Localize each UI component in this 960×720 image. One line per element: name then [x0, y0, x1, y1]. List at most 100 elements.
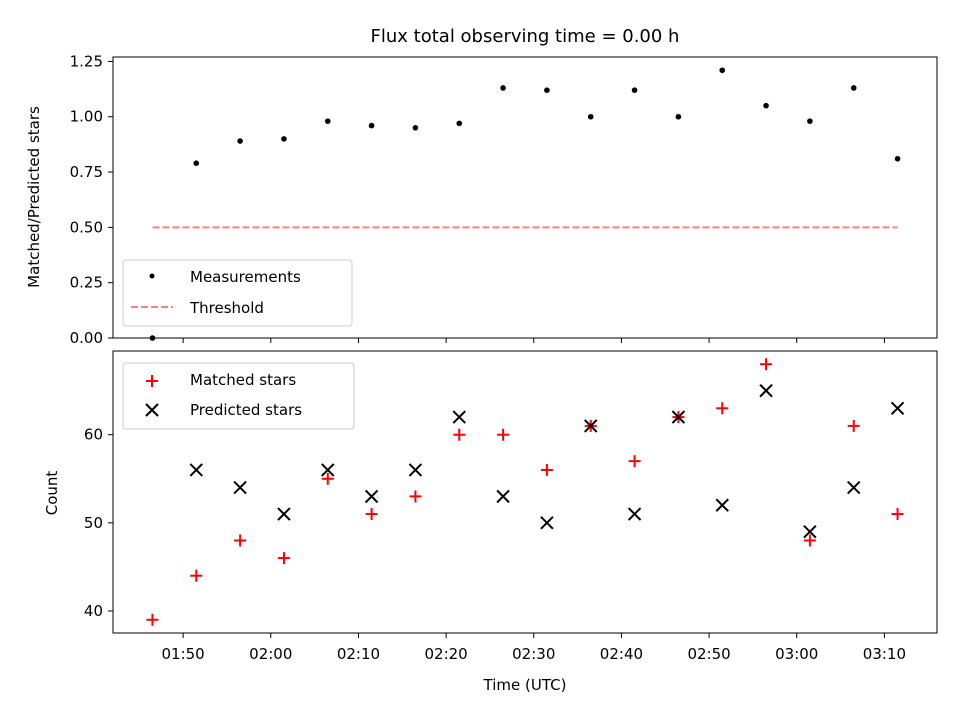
matched-point [540, 463, 553, 476]
predicted-point [408, 463, 423, 477]
legend-measurements-label: Measurements [190, 268, 301, 286]
matched-point [277, 552, 290, 565]
legend-predicted-marker [145, 403, 159, 417]
measurement-point [281, 136, 287, 142]
measurement-point [412, 125, 419, 131]
predicted-point [627, 507, 642, 521]
matched-point [190, 569, 203, 582]
predicted-point [496, 489, 510, 504]
top-x-ticks [182, 338, 885, 343]
predicted-point [277, 507, 291, 521]
measurement-point [500, 85, 506, 91]
x-tick: 02:00 [249, 633, 292, 663]
x-tick-label: 02:30 [512, 645, 555, 663]
bottom-legend: Matched stars Predicted stars [122, 362, 355, 430]
y-tick: 0.50 [70, 218, 113, 236]
predicted-point [452, 410, 466, 424]
y-tick: 0.25 [70, 274, 113, 292]
x-tick-label: 01:50 [162, 645, 205, 663]
measurement-point [324, 118, 331, 124]
measurement-point [587, 113, 594, 120]
y-tick: 0.00 [70, 329, 113, 347]
y-tick-label: 0.50 [70, 218, 103, 236]
x-tick: 02:30 [512, 633, 555, 663]
top-panel: Flux total observing time = 0.00 h Match… [25, 26, 938, 347]
matched-point [803, 534, 816, 547]
legend-measurements-marker [149, 273, 155, 279]
y-tick: 40 [84, 602, 113, 620]
matched-point [365, 508, 378, 521]
matched-point [847, 419, 860, 432]
top-y-ticks: 0.00 0.25 0.50 0.75 1.00 1.25 [70, 52, 113, 347]
bottom-y-axis-label: Count [43, 471, 61, 516]
x-tick: 03:00 [775, 633, 818, 663]
measurement-point [850, 85, 857, 91]
measurement-point [675, 113, 682, 120]
top-axes-frame [112, 56, 938, 339]
measurement-point [193, 160, 200, 167]
predicted-point [233, 480, 247, 495]
chart-title: Flux total observing time = 0.00 h [371, 26, 680, 47]
y-tick-label: 40 [84, 602, 103, 620]
x-tick: 01:50 [162, 633, 205, 663]
bottom-y-ticks: 40 50 60 [84, 426, 113, 620]
bottom-data-marks [146, 358, 905, 626]
x-tick-label: 03:10 [863, 645, 906, 663]
y-tick-label: 50 [84, 514, 103, 532]
x-tick-label: 02:40 [600, 645, 643, 663]
matched-point [453, 428, 466, 441]
predicted-point [890, 401, 905, 415]
matched-point [146, 613, 159, 626]
measurement-point [807, 118, 813, 124]
bottom-x-axis-label: Time (UTC) [483, 676, 567, 694]
x-tick-label: 03:00 [775, 645, 818, 663]
predicted-point [584, 419, 598, 433]
x-tick: 02:40 [600, 633, 643, 663]
y-tick-label: 0.00 [70, 329, 103, 347]
legend-matched-label: Matched stars [190, 371, 296, 389]
y-tick-label: 60 [84, 426, 103, 444]
y-tick: 60 [84, 426, 113, 444]
matched-point [497, 428, 510, 441]
legend-matched-marker [146, 375, 158, 387]
predicted-point [847, 480, 861, 495]
y-tick: 0.75 [70, 163, 113, 181]
matched-point [234, 534, 247, 547]
predicted-point [189, 463, 203, 477]
y-tick: 50 [84, 514, 113, 532]
legend-threshold-label: Threshold [189, 299, 264, 317]
bottom-x-ticks: 01:50 02:00 02:10 02:20 02:30 02:40 02:50 03:00… [162, 633, 906, 663]
x-tick: 02:10 [337, 633, 380, 663]
y-tick-label: 0.75 [70, 163, 103, 181]
matched-point [716, 402, 729, 415]
predicted-point [759, 383, 773, 398]
legend-predicted-label: Predicted stars [190, 401, 302, 419]
x-tick-label: 02:50 [687, 645, 730, 663]
top-y-axis-label: Matched/Predicted stars [25, 106, 43, 288]
matched-point [628, 455, 641, 468]
y-tick: 1.00 [70, 108, 113, 126]
measurement-point [456, 120, 463, 127]
measurement-point [368, 122, 375, 129]
measurement-point [719, 67, 726, 74]
predicted-point [715, 498, 729, 512]
bottom-axes-frame [112, 350, 938, 634]
x-tick: 03:10 [863, 633, 906, 663]
matched-point [409, 490, 422, 503]
predicted-point [803, 524, 817, 539]
x-tick-label: 02:00 [249, 645, 292, 663]
matched-point [760, 358, 773, 371]
measurement-point [237, 138, 243, 144]
predicted-point [364, 489, 379, 504]
matched-point [891, 508, 904, 521]
predicted-point [671, 410, 686, 424]
predicted-point [321, 463, 335, 477]
top-legend: Measurements Threshold [122, 259, 353, 327]
y-tick-label: 1.00 [70, 108, 103, 126]
predicted-point [540, 516, 554, 530]
x-tick: 02:20 [424, 633, 468, 663]
x-tick-label: 02:20 [424, 645, 467, 663]
matched-point [321, 472, 334, 485]
